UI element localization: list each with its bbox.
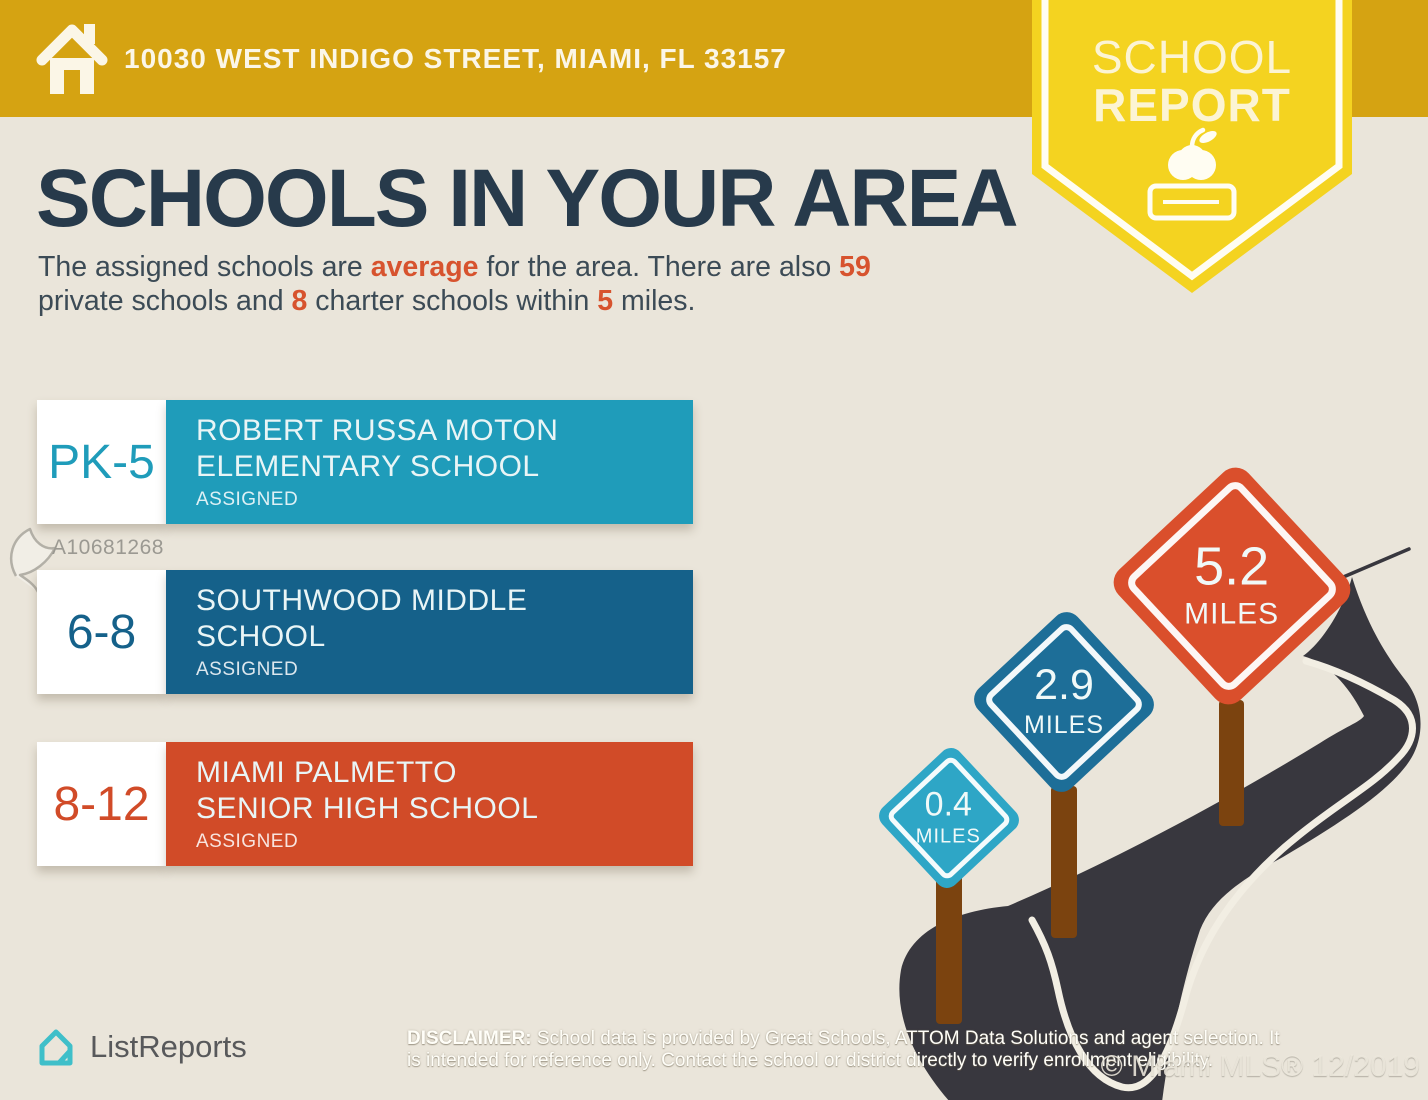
school-info: MIAMI PALMETTO SENIOR HIGH SCHOOL ASSIGN… [166,742,693,866]
disclaimer-line1: DISCLAIMER: School data is provided by G… [407,1028,1280,1049]
school-card-high: 8-12 MIAMI PALMETTO SENIOR HIGH SCHOOL A… [37,742,693,866]
sign-label: 0.4 MILES [916,785,982,848]
sign-post [936,852,962,1024]
badge-line1: SCHOOL [1092,31,1292,83]
mls-watermark-icon [10,527,57,593]
listreports-wordmark: ListReports [90,1029,247,1064]
road-vanishing-line [1339,547,1411,580]
school-name: SOUTHWOOD MIDDLE SCHOOL [196,584,528,653]
school-card-elementary: PK-5 ROBERT RUSSA MOTON ELEMENTARY SCHOO… [37,400,693,524]
school-info: ROBERT RUSSA MOTON ELEMENTARY SCHOOL ASS… [166,400,693,524]
subtitle-line2: private schools and 8 charter schools wi… [38,285,696,317]
school-info: SOUTHWOOD MIDDLE SCHOOL ASSIGNED [166,570,693,694]
sign-post [1219,700,1244,826]
school-card-middle: 6-8 SOUTHWOOD MIDDLE SCHOOL ASSIGNED [37,570,693,694]
road-center-line [1028,657,1416,1092]
sign-post [1051,786,1077,938]
home-icon [36,24,108,94]
subtitle-line1: The assigned schools are average for the… [38,251,871,283]
page-title: SCHOOLS IN YOUR AREA [36,153,1019,244]
school-name: MIAMI PALMETTO SENIOR HIGH SCHOOL [196,756,539,825]
rating-highlight: average [370,251,479,283]
grade-range: 8-12 [37,742,166,866]
status-badge: ASSIGNED [196,489,299,510]
property-address: 10030 WEST INDIGO STREET, MIAMI, FL 3315… [124,42,787,74]
subtitle: The assigned schools are average for the… [38,250,871,318]
grade-range: 6-8 [37,570,166,694]
disclaimer: DISCLAIMER: School data is provided by G… [407,1028,1392,1072]
status-badge: ASSIGNED [196,659,299,680]
charter-count: 8 [291,285,308,317]
grade-range: PK-5 [37,400,166,524]
mls-copyright: © Miami MLS® 12/2019 [1100,1050,1420,1083]
private-count: 59 [839,251,871,283]
status-badge: ASSIGNED [196,831,299,852]
disclaimer-label: DISCLAIMER: [407,1028,532,1049]
sign-label: 2.9 MILES [1023,661,1105,739]
school-name: ROBERT RUSSA MOTON ELEMENTARY SCHOOL [196,414,559,483]
apple-icon [1168,127,1217,180]
mls-number-watermark: A10681268 [52,536,164,559]
disclaimer-line2: is intended for reference only. Contact … [407,1050,1214,1071]
radius-miles: 5 [597,285,614,317]
book-icon [1147,183,1237,221]
listreports-icon [39,1029,73,1066]
road-surface [899,577,1421,1100]
badge-line2: REPORT [1093,79,1291,131]
listreports-brand: ListReports [34,1024,247,1070]
sign-label: 5.2 MILES [1184,537,1280,631]
school-report-badge: SCHOOL REPORT [1032,0,1352,293]
